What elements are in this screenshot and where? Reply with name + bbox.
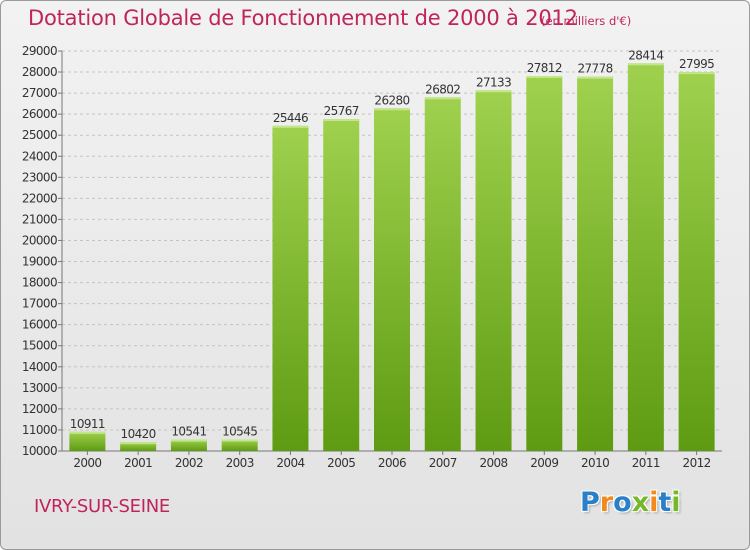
logo-letter: t <box>658 487 672 518</box>
logo-letter: x <box>631 487 650 518</box>
y-tick-label: 27000 <box>22 86 57 100</box>
bar-highlight <box>120 442 157 445</box>
bar <box>374 108 410 452</box>
bar-highlight <box>69 431 106 434</box>
bar-value-label: 26802 <box>425 82 460 96</box>
bar-value-label: 27133 <box>476 75 511 89</box>
x-tick-label: 2008 <box>479 456 507 470</box>
logo-letter: o <box>613 487 632 518</box>
y-tick-label: 20000 <box>22 233 57 247</box>
y-tick-label: 24000 <box>22 149 57 163</box>
logo-letter: i <box>671 487 681 518</box>
y-tick-label: 17000 <box>22 297 57 311</box>
bar <box>475 90 512 451</box>
bar-value-label: 27812 <box>527 61 562 75</box>
bar-highlight <box>424 97 461 100</box>
y-tick-label: 12000 <box>22 402 57 416</box>
bar-value-label: 10420 <box>121 427 156 441</box>
x-tick-label: 2009 <box>530 456 558 470</box>
city-name: IVRY-SUR-SEINE <box>34 496 170 517</box>
bar <box>170 439 207 451</box>
axes: 10000 11000 12000 13000 14000 15000 16000 17000… <box>22 44 722 470</box>
x-tick-label: 2003 <box>226 456 254 470</box>
bar-highlight <box>374 108 410 111</box>
x-tick-label: 2010 <box>581 456 609 470</box>
y-tick-label: 22000 <box>22 191 57 205</box>
y-tick-label: 23000 <box>22 170 57 184</box>
chart-unit-note: (en milliers d'€) <box>541 14 632 28</box>
y-tick-label: 28000 <box>22 65 57 79</box>
data-labels: 10911 10420 10541 10545 25446 25767 26280 26802… <box>70 48 715 441</box>
x-tick-label: 2001 <box>124 456 152 470</box>
bar-highlight <box>627 63 664 66</box>
bar-value-label: 28414 <box>628 48 663 62</box>
bar <box>678 72 715 451</box>
bars <box>69 63 715 452</box>
y-tick-label: 13000 <box>22 381 57 395</box>
y-tick-label: 16000 <box>22 318 57 332</box>
x-tick-label: 2000 <box>73 456 101 470</box>
y-tick-label: 21000 <box>22 212 57 226</box>
bar-highlight <box>323 119 360 122</box>
bar-value-label: 27778 <box>577 62 612 76</box>
y-tick-label: 11000 <box>22 423 57 437</box>
bar-value-label: 10541 <box>171 425 206 439</box>
y-tick-label: 18000 <box>22 276 57 290</box>
x-tick-label: 2004 <box>276 456 304 470</box>
bar <box>221 439 258 451</box>
y-tick-label: 10000 <box>22 444 57 458</box>
bar-value-label: 10911 <box>70 417 105 431</box>
y-tick-label: 26000 <box>22 107 57 121</box>
bar <box>323 119 360 451</box>
x-tick-label: 2011 <box>632 456 660 470</box>
bar-value-label: 27995 <box>679 57 714 71</box>
y-tick-label: 19000 <box>22 255 57 269</box>
x-tick-label: 2002 <box>175 456 203 470</box>
logo-letter: i <box>649 487 659 518</box>
bar-highlight <box>170 439 207 442</box>
bar-value-label: 25446 <box>273 111 308 125</box>
bar-value-label: 10545 <box>222 425 257 439</box>
y-tick-label: 25000 <box>22 128 57 142</box>
y-tick-label: 14000 <box>22 360 57 374</box>
bar <box>424 97 461 451</box>
x-tick-label: 2012 <box>683 456 711 470</box>
y-tick-label: 29000 <box>22 44 57 58</box>
bar-highlight <box>221 439 258 442</box>
logo-letter: r <box>599 487 614 518</box>
bar <box>526 76 563 451</box>
bar <box>627 63 664 451</box>
bar <box>120 442 157 451</box>
x-tick-label: 2005 <box>327 456 355 470</box>
bar <box>272 125 309 452</box>
bar-highlight <box>526 76 563 79</box>
bar-value-label: 25767 <box>324 104 359 118</box>
bar-highlight <box>678 72 715 75</box>
chart-title: Dotation Globale de Fonctionnement de 20… <box>28 6 578 30</box>
bar-highlight <box>475 90 512 93</box>
bar-highlight <box>272 125 309 128</box>
proxiti-logo: Proxiti <box>580 487 681 518</box>
x-tick-label: 2006 <box>378 456 406 470</box>
bar <box>577 76 614 451</box>
y-tick-label: 15000 <box>22 339 57 353</box>
bar <box>69 431 106 451</box>
x-tick-label: 2007 <box>429 456 457 470</box>
logo-letter: P <box>580 487 600 518</box>
bar-value-label: 26280 <box>374 93 409 107</box>
bar-highlight <box>577 76 614 79</box>
